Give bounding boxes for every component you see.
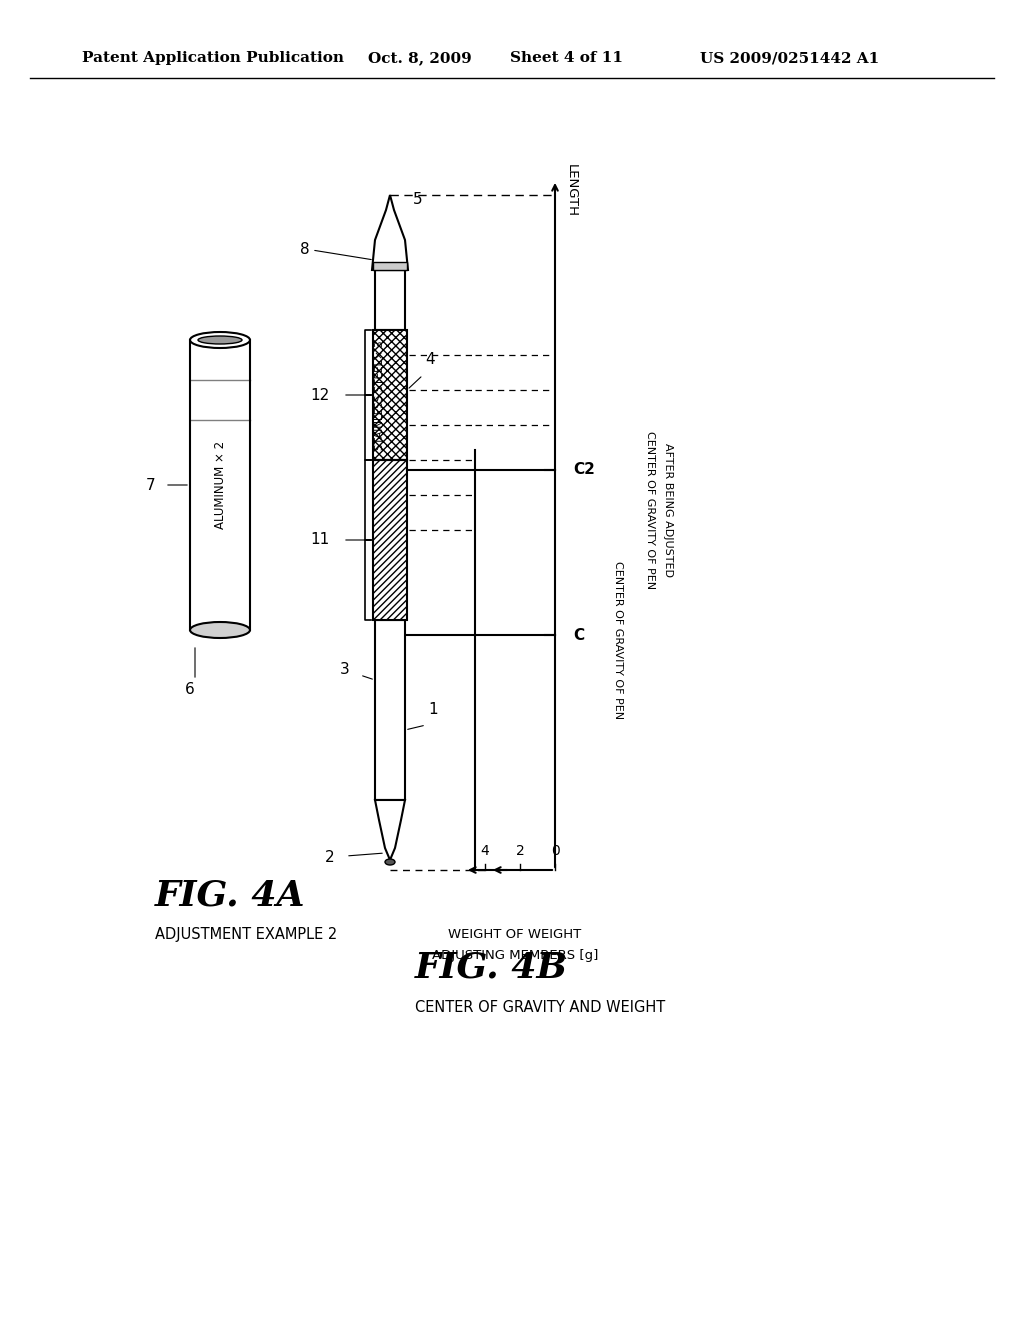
Ellipse shape	[190, 333, 250, 348]
Text: CENTER OF GRAVITY OF PEN: CENTER OF GRAVITY OF PEN	[613, 561, 623, 719]
Text: CENTER OF GRAVITY OF PEN: CENTER OF GRAVITY OF PEN	[645, 430, 655, 589]
Bar	[375, 271, 406, 330]
Bar	[375, 620, 406, 800]
Text: Patent Application Publication: Patent Application Publication	[82, 51, 344, 65]
Text: Sheet 4 of 11: Sheet 4 of 11	[510, 51, 623, 65]
Text: 0: 0	[551, 843, 559, 858]
Text: CENTER OF GRAVITY AND WEIGHT: CENTER OF GRAVITY AND WEIGHT	[415, 1001, 666, 1015]
Text: C: C	[573, 627, 584, 643]
Text: 8: 8	[300, 243, 309, 257]
Text: 6: 6	[185, 682, 195, 697]
Text: 5: 5	[413, 193, 423, 207]
Bar	[190, 341, 250, 630]
Ellipse shape	[190, 622, 250, 638]
Text: US 2009/0251442 A1: US 2009/0251442 A1	[700, 51, 880, 65]
Text: ADJUSTING MEMBERS [g]: ADJUSTING MEMBERS [g]	[432, 949, 598, 961]
Text: 1: 1	[428, 702, 437, 718]
Text: 12: 12	[310, 388, 330, 403]
Text: Oct. 8, 2009: Oct. 8, 2009	[368, 51, 472, 65]
Text: FIG. 4A: FIG. 4A	[155, 878, 305, 912]
Text: 2: 2	[516, 843, 524, 858]
Text: 11: 11	[310, 532, 330, 548]
Text: 7: 7	[145, 478, 155, 492]
Text: AFTER BEING ADJUSTED: AFTER BEING ADJUSTED	[663, 444, 673, 577]
Text: 3: 3	[340, 663, 350, 677]
Bar	[373, 261, 407, 271]
Text: STAINLESS STEEL: STAINLESS STEEL	[375, 360, 385, 450]
Text: C2: C2	[573, 462, 595, 478]
Polygon shape	[375, 800, 406, 861]
Ellipse shape	[385, 859, 395, 865]
Text: FIG. 4B: FIG. 4B	[415, 950, 568, 985]
Text: ADJUSTMENT EXAMPLE 2: ADJUSTMENT EXAMPLE 2	[155, 928, 337, 942]
Ellipse shape	[198, 337, 242, 345]
Text: × 3: × 3	[375, 341, 385, 359]
Text: 4: 4	[480, 843, 489, 858]
Text: 2: 2	[326, 850, 335, 866]
Text: ALUMINUM × 2: ALUMINUM × 2	[213, 441, 226, 529]
Text: LENGTH: LENGTH	[565, 164, 578, 216]
Text: WEIGHT OF WEIGHT: WEIGHT OF WEIGHT	[449, 928, 582, 941]
Bar	[373, 330, 407, 459]
Text: 4: 4	[425, 352, 434, 367]
Bar	[373, 459, 407, 620]
Polygon shape	[372, 195, 408, 271]
